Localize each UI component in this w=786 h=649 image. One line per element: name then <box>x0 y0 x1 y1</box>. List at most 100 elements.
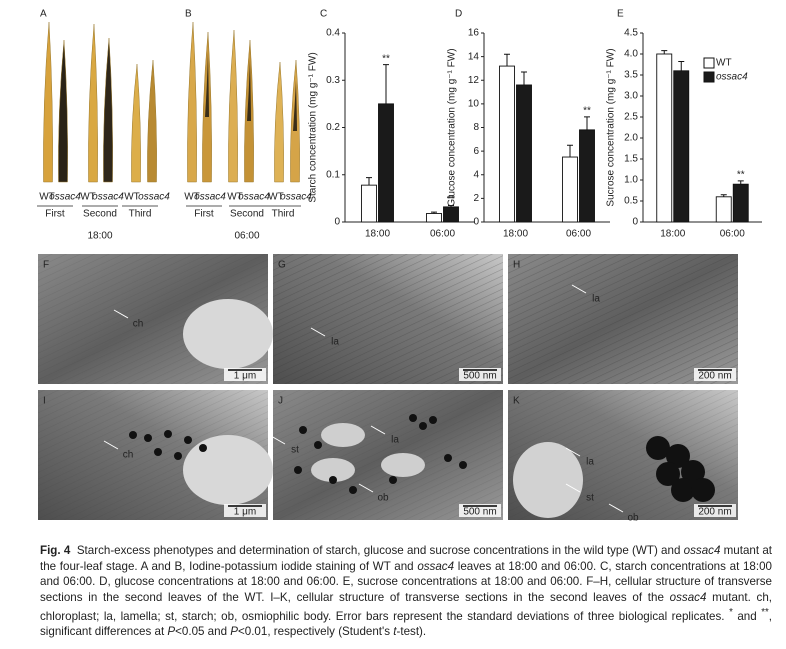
label-arrow <box>565 447 581 457</box>
group-label: Second <box>230 209 264 220</box>
legend-swatch <box>703 71 715 83</box>
structure-label: ob <box>377 493 389 504</box>
osmiophilic-body <box>459 461 467 469</box>
osmiophilic-body <box>314 441 322 449</box>
leaf-label: ossac4 <box>138 192 170 203</box>
vacuole <box>183 435 273 505</box>
osmiophilic-body <box>129 431 137 439</box>
structure-label: ch <box>133 319 144 330</box>
scale-label: 200 nm <box>698 371 731 382</box>
leaf <box>131 63 141 183</box>
scale-box <box>459 504 501 517</box>
scale-box <box>694 504 736 517</box>
label-arrow <box>270 435 286 445</box>
lamella-texture <box>273 254 503 384</box>
osmiophilic-body <box>419 422 427 430</box>
x-tick-label: 06:00 <box>566 229 591 240</box>
caption-text: ossac4 <box>417 559 455 573</box>
y-tick-label: 0 <box>334 217 340 228</box>
leaf-stain <box>293 80 297 131</box>
x-tick-label: 18:00 <box>503 229 528 240</box>
label-arrow <box>608 503 624 513</box>
panel-letter: E <box>617 9 624 20</box>
structure-label: st <box>586 493 594 504</box>
caption-text: Starch-excess phenotypes and determinati… <box>76 544 684 557</box>
error-bar <box>567 144 573 158</box>
osmiophilic-body <box>174 452 182 460</box>
osmiophilic-body <box>444 454 452 462</box>
osmiophilic-body <box>666 444 690 468</box>
bar <box>378 103 394 223</box>
leaf-label: WT <box>184 192 200 203</box>
osmiophilic-body <box>429 416 437 424</box>
legend-swatch <box>703 57 715 69</box>
scale-box <box>224 368 266 381</box>
starch-grain <box>321 423 365 447</box>
panel-letter: D <box>455 9 462 20</box>
structure-label: la <box>592 294 600 305</box>
significance: ** <box>447 194 455 205</box>
y-tick-label: 16 <box>468 28 480 39</box>
caption-text: * <box>729 607 733 618</box>
leaf-label: ossac4 <box>280 192 312 203</box>
leaf-label: ossac4 <box>92 192 124 203</box>
y-tick-label: 0.1 <box>326 169 340 180</box>
structure-label: la <box>391 435 399 446</box>
y-tick-label: 0 <box>632 217 638 228</box>
group-label: Third <box>129 209 152 220</box>
panel-letter: I <box>43 396 46 407</box>
time-label: 06:00 <box>234 231 259 242</box>
osmiophilic-body <box>671 478 695 502</box>
osmiophilic-body <box>349 486 357 494</box>
leaf <box>274 61 284 183</box>
y-tick-label: 0.3 <box>326 75 340 86</box>
error-bar <box>448 204 454 207</box>
significance: ** <box>583 106 591 117</box>
legend-label: ossac4 <box>716 72 748 83</box>
x-tick-label: 06:00 <box>720 229 745 240</box>
bar <box>516 84 532 223</box>
scale-label: 1 μm <box>234 507 256 518</box>
structure-label: la <box>586 457 594 468</box>
group-label: Third <box>272 209 295 220</box>
y-tick-label: 2 <box>473 193 479 204</box>
caption-text: , significant differences at <box>40 609 773 639</box>
scale-box <box>224 504 266 517</box>
y-tick-label: 0.5 <box>624 196 638 207</box>
lamella-texture <box>273 390 503 520</box>
scale-box <box>459 368 501 381</box>
lamella-texture <box>508 254 738 384</box>
group-label: Second <box>83 209 117 220</box>
caption-text: ** <box>761 607 769 618</box>
caption-text: t <box>393 625 397 639</box>
osmiophilic-body <box>656 462 680 486</box>
caption-text: and <box>732 609 762 623</box>
x-tick-label: 18:00 <box>365 229 390 240</box>
y-tick-label: 12 <box>468 75 480 86</box>
osmiophilic-body <box>154 448 162 456</box>
y-tick-label: 2.0 <box>624 133 638 144</box>
caption-text: <0.05 and <box>175 625 231 639</box>
label-arrow <box>358 483 374 493</box>
bar <box>499 65 515 223</box>
error-bar <box>366 177 372 186</box>
osmiophilic-body <box>646 436 670 460</box>
osmiophilic-body <box>691 478 715 502</box>
label-arrow <box>310 327 326 337</box>
leaf <box>58 39 68 183</box>
leaf <box>147 59 157 183</box>
scale-label: 1 μm <box>234 371 256 382</box>
osmiophilic-body <box>299 426 307 434</box>
osmiophilic-body <box>294 466 302 474</box>
error-bar <box>720 194 727 197</box>
caption-text: ossac4 <box>669 590 707 604</box>
error-bar <box>584 116 590 130</box>
x-tick-label: 06:00 <box>430 229 455 240</box>
panel-letter: K <box>513 396 520 407</box>
y-tick-label: 3.0 <box>624 91 638 102</box>
leaf-label: ossac4 <box>238 192 270 203</box>
error-bar <box>661 50 668 54</box>
y-tick-label: 8 <box>473 122 479 133</box>
